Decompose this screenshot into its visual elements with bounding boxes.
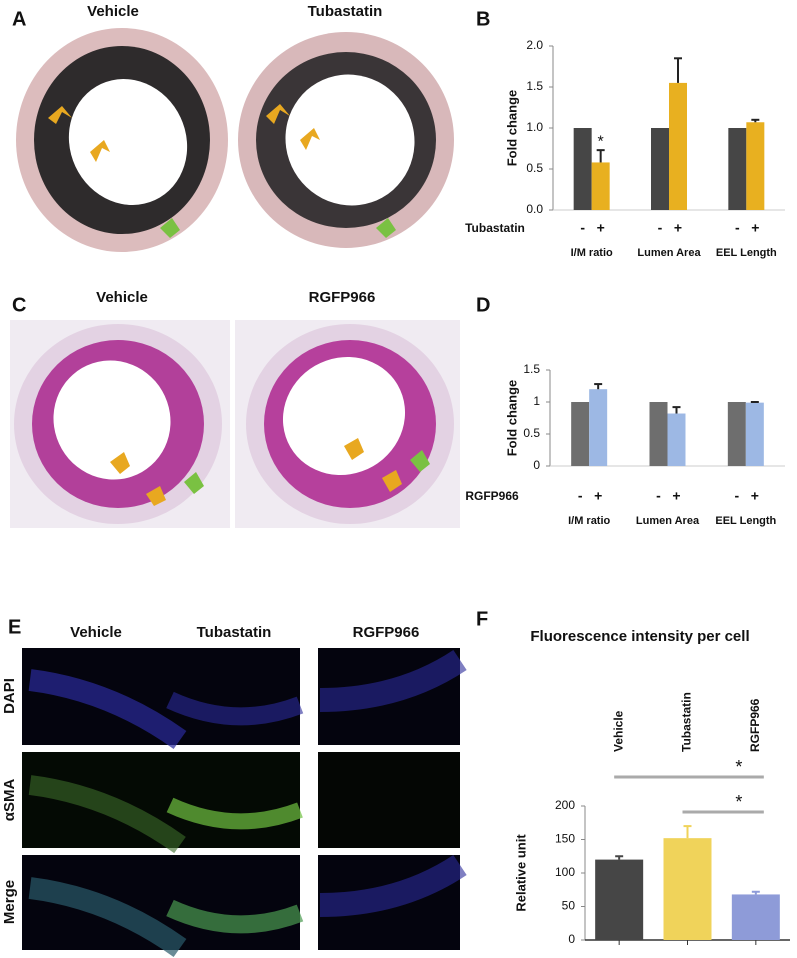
bar (667, 413, 686, 466)
histology-a (16, 28, 454, 252)
series-label: - (658, 220, 663, 236)
bar (573, 128, 592, 210)
y-axis-label: Relative unit (513, 834, 528, 912)
series-label: + (751, 220, 759, 236)
y-tick-label: 150 (555, 832, 575, 846)
bar (731, 894, 780, 940)
x-tick-label: RGFP966 (748, 698, 762, 752)
panel-label: A (12, 8, 26, 30)
panel-label: C (12, 294, 26, 316)
x-tick-label: Tubastatin (680, 692, 694, 752)
significance: * (598, 133, 604, 150)
bar (589, 389, 608, 466)
series-label: + (594, 488, 602, 504)
row-header: αSMA (1, 779, 18, 822)
y-axis-label: Fold change (504, 90, 519, 167)
significance: * (735, 757, 742, 777)
column-header: RGFP966 (353, 624, 420, 641)
series-label: - (735, 220, 740, 236)
y-tick-label: 0 (568, 932, 575, 946)
y-tick-label: 1.0 (526, 120, 543, 134)
x-tick-label: Lumen Area (636, 515, 700, 527)
panel-label: E (8, 616, 21, 638)
x-tick-label: Lumen Area (637, 247, 701, 259)
bar (727, 402, 746, 466)
x-tick-label: Vehicle (611, 710, 625, 752)
column-header: Vehicle (87, 3, 139, 20)
series-label: - (580, 220, 585, 236)
bar (745, 402, 764, 466)
series-label: + (597, 220, 605, 236)
series-label: + (751, 488, 759, 504)
row-header: DAPI (1, 678, 18, 714)
significance: * (735, 792, 742, 812)
x-tick-label: I/M ratio (571, 247, 613, 259)
y-tick-label: 200 (555, 798, 575, 812)
panel-label: F (476, 608, 488, 630)
y-tick-label: 0 (533, 458, 540, 472)
bar (669, 82, 687, 210)
panel-label: D (476, 294, 490, 316)
x-tick-label: EEL Length (715, 515, 776, 527)
x-tick-label: EEL Length (716, 247, 777, 259)
bar (663, 838, 712, 940)
bar (649, 402, 668, 466)
x-tick-label: I/M ratio (568, 515, 610, 527)
bar (746, 122, 765, 210)
y-tick-label: 2.0 (526, 38, 543, 52)
y-tick-label: 50 (562, 899, 576, 913)
treatment-label: RGFP966 (465, 489, 519, 503)
y-tick-label: 0.5 (526, 161, 543, 175)
series-label: - (734, 488, 739, 504)
y-tick-label: 100 (555, 865, 575, 879)
bar (591, 162, 610, 210)
y-tick-label: 0.5 (523, 426, 540, 440)
row-header: Merge (1, 880, 18, 924)
column-header: Tubastatin (197, 624, 272, 641)
fluorescence-grid (22, 648, 467, 957)
panel-label: B (476, 8, 490, 30)
column-header: Vehicle (70, 624, 122, 641)
bar (728, 128, 747, 210)
y-axis-label: Fold change (504, 380, 519, 457)
chart-title: Fluorescence intensity per cell (530, 628, 749, 645)
column-header: Vehicle (96, 289, 148, 306)
series-label: + (674, 220, 682, 236)
column-header: RGFP966 (309, 289, 376, 306)
series-label: - (578, 488, 583, 504)
bar (595, 859, 644, 940)
y-tick-label: 1.5 (526, 79, 543, 93)
histology-c (10, 320, 460, 528)
column-header: Tubastatin (308, 3, 383, 20)
treatment-label: Tubastatin (465, 221, 525, 235)
y-tick-label: 1 (533, 394, 540, 408)
series-label: - (656, 488, 661, 504)
y-tick-label: 0.0 (526, 202, 543, 216)
bar (571, 402, 590, 466)
bar (651, 128, 669, 210)
y-tick-label: 1.5 (523, 362, 540, 376)
series-label: + (672, 488, 680, 504)
